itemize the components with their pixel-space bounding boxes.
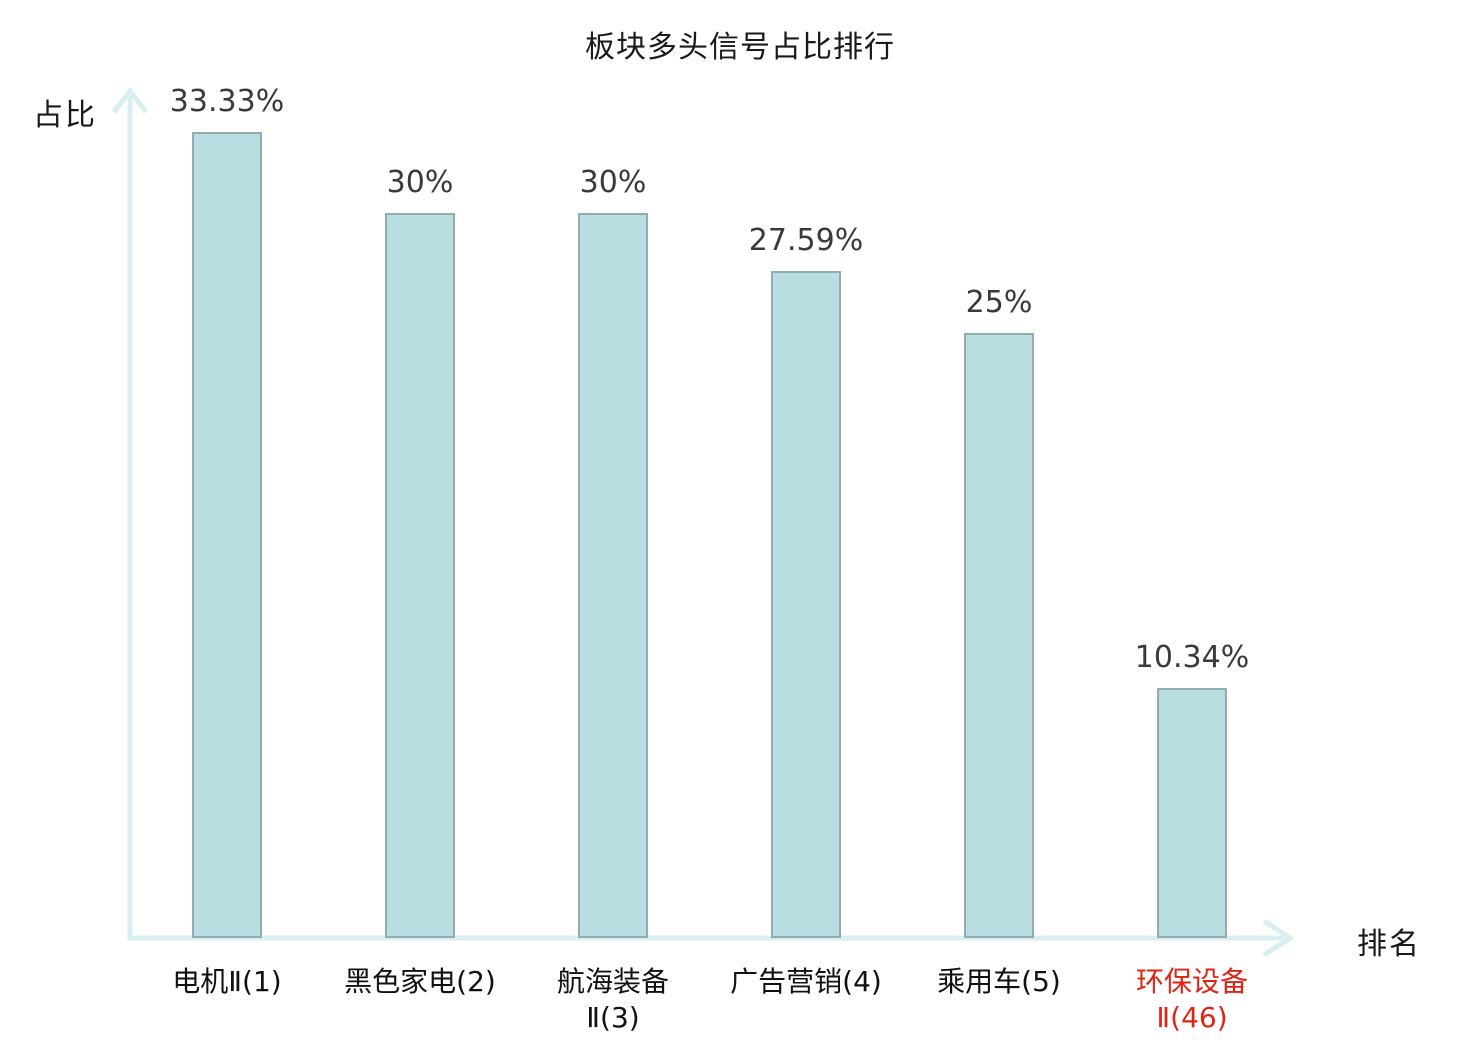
- bar-value-label: 30%: [386, 165, 454, 200]
- bar: [578, 213, 648, 938]
- category-label: 广告营销(4): [730, 965, 882, 998]
- category-label: 航海装备 Ⅱ(3): [556, 965, 669, 1034]
- bar: [771, 271, 841, 938]
- category-label: 电机Ⅱ(1): [172, 965, 282, 998]
- y-axis-label: 占比: [33, 98, 97, 133]
- y-axis-arrow-icon: [112, 86, 148, 114]
- bar-value-label: 27.59%: [748, 223, 864, 258]
- category-label: 乘用车(5): [937, 965, 1061, 998]
- category-label: 黑色家电(2): [344, 965, 496, 998]
- bar: [1157, 688, 1227, 938]
- bar-value-label: 30%: [579, 165, 647, 200]
- x-axis-label: 排名: [1357, 927, 1421, 962]
- x-axis-arrow-icon: [1262, 918, 1295, 958]
- category-label: 环保设备 Ⅱ(46): [1135, 965, 1248, 1034]
- bar: [385, 213, 455, 938]
- bar: [192, 132, 262, 938]
- bar: [964, 333, 1034, 938]
- bar-value-label: 33.33%: [169, 84, 285, 119]
- bar-value-label: 10.34%: [1134, 640, 1250, 675]
- bar-value-label: 25%: [965, 285, 1033, 320]
- chart-title: 板块多头信号占比排行: [585, 30, 895, 65]
